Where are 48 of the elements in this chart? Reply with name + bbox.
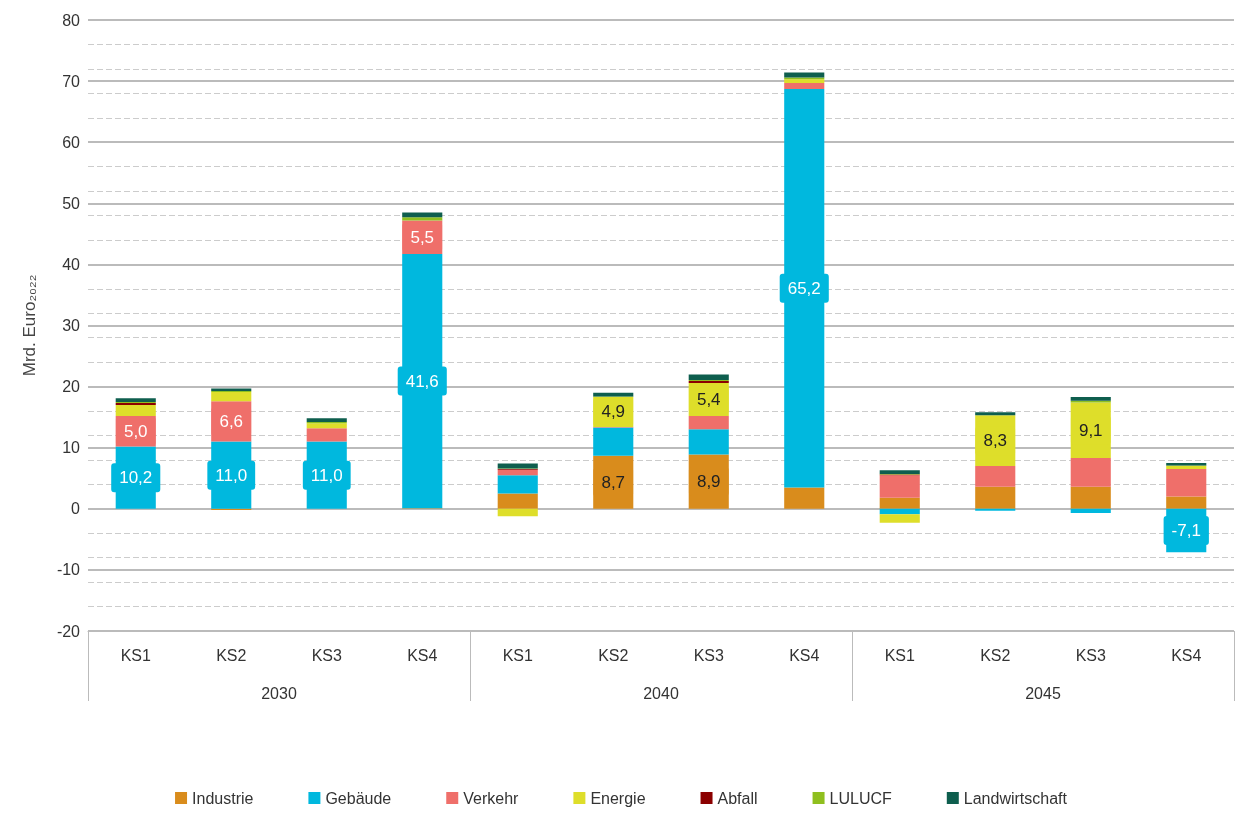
data-label: 4,9	[601, 402, 626, 422]
data-label: 5,0	[123, 421, 148, 441]
y-tick-label: -10	[56, 561, 81, 579]
x-tick-label: KS1	[884, 646, 915, 664]
data-label: 41,6	[405, 371, 439, 391]
x-tick-label: KS2	[598, 646, 629, 664]
legend-label: Abfall	[717, 789, 758, 807]
x-tick-label: KS2	[980, 646, 1011, 664]
data-label: 10,2	[119, 468, 153, 488]
x-tick-label: KS4	[407, 646, 438, 664]
data-label: 5,5	[410, 227, 435, 247]
data-label: 11,0	[310, 465, 343, 485]
y-tick-label: 0	[71, 500, 81, 518]
data-label: 8,3	[983, 431, 1008, 451]
legend-label: Landwirtschaft	[963, 789, 1068, 807]
y-tick-label: -20	[56, 622, 81, 640]
y-tick-label: 30	[62, 317, 81, 334]
x-tick-label: KS3	[311, 646, 342, 664]
data-label: 5,4	[696, 389, 721, 409]
legend-label: LULUCF	[829, 789, 893, 807]
data-label: 8,9	[696, 472, 721, 492]
legend-label: Industrie	[192, 789, 254, 807]
text: 2040	[643, 684, 679, 702]
text: 2045	[1025, 684, 1061, 702]
y-tick-label: 50	[62, 194, 81, 212]
x-tick-label: KS3	[1075, 646, 1106, 664]
y-tick-label: 40	[62, 255, 81, 273]
legend-label: Energie	[590, 789, 646, 807]
y-tick-label: 10	[62, 439, 81, 457]
y-tick-label: 80	[62, 11, 81, 29]
y-tick-label: 20	[62, 378, 81, 396]
x-tick-label: KS4	[1171, 646, 1202, 664]
y-tick-label: 70	[62, 72, 81, 90]
x-tick-label: KS3	[693, 646, 724, 664]
legend-label: Verkehr	[463, 789, 520, 807]
x-tick-label: KS1	[502, 646, 533, 664]
x-tick-label: KS4	[789, 646, 820, 664]
text: 2030	[261, 684, 297, 702]
x-tick-label: KS1	[120, 646, 151, 664]
x-tick-label: KS2	[216, 646, 247, 664]
data-label: 8,7	[601, 472, 626, 492]
y-axis-title: Mrd. Euro₂₀₂₂	[20, 274, 39, 377]
legend-label: Gebäude	[325, 789, 392, 807]
data-label: 11,0	[215, 465, 248, 485]
data-label: 9,1	[1078, 420, 1103, 440]
y-tick-label: 60	[62, 133, 81, 151]
data-label: 65,2	[787, 278, 821, 298]
data-label: 6,6	[219, 411, 244, 431]
